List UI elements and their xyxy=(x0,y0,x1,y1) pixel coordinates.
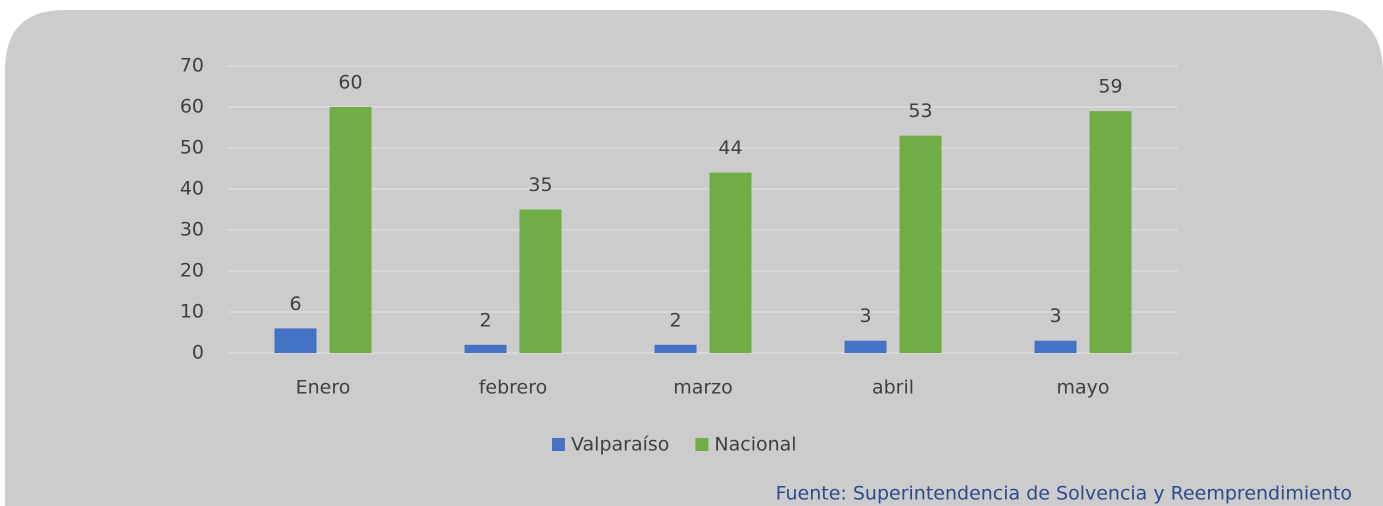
y-tick-label: 50 xyxy=(180,137,204,159)
x-tick-label: abril xyxy=(872,377,914,399)
y-tick-label: 0 xyxy=(192,342,204,364)
data-label: 3 xyxy=(1049,305,1061,327)
data-label: 35 xyxy=(528,174,552,196)
x-tick-label: marzo xyxy=(673,377,733,399)
x-tick-label: mayo xyxy=(1056,377,1109,399)
y-tick-label: 60 xyxy=(180,96,204,118)
y-tick-label: 70 xyxy=(180,55,204,77)
bar xyxy=(1034,340,1077,353)
bar xyxy=(274,328,317,353)
legend-swatch xyxy=(695,438,709,451)
source-note: Fuente: Superintendencia de Solvencia y … xyxy=(776,483,1352,505)
y-tick-label: 30 xyxy=(180,219,204,241)
bar xyxy=(519,209,562,353)
legend-swatch xyxy=(552,438,565,451)
legend-label: Valparaíso xyxy=(571,434,669,456)
bar xyxy=(899,135,942,353)
bar xyxy=(1089,111,1132,353)
bar xyxy=(464,344,507,353)
legend-label: Nacional xyxy=(714,434,796,456)
data-label: 59 xyxy=(1098,76,1122,98)
bar xyxy=(654,344,697,353)
data-label: 2 xyxy=(479,309,491,331)
data-label: 6 xyxy=(289,293,301,315)
data-label: 2 xyxy=(669,309,681,331)
data-label: 53 xyxy=(908,100,932,122)
x-tick-label: Enero xyxy=(296,377,351,399)
data-label: 60 xyxy=(338,72,362,94)
bar xyxy=(709,172,752,353)
y-tick-label: 10 xyxy=(180,301,204,323)
bar xyxy=(844,340,887,353)
data-label: 3 xyxy=(859,305,871,327)
bar xyxy=(329,107,372,353)
data-label: 44 xyxy=(718,137,742,159)
x-tick-label: febrero xyxy=(479,377,548,399)
y-tick-label: 20 xyxy=(180,260,204,282)
chart-background xyxy=(5,10,1383,506)
y-tick-label: 40 xyxy=(180,178,204,200)
